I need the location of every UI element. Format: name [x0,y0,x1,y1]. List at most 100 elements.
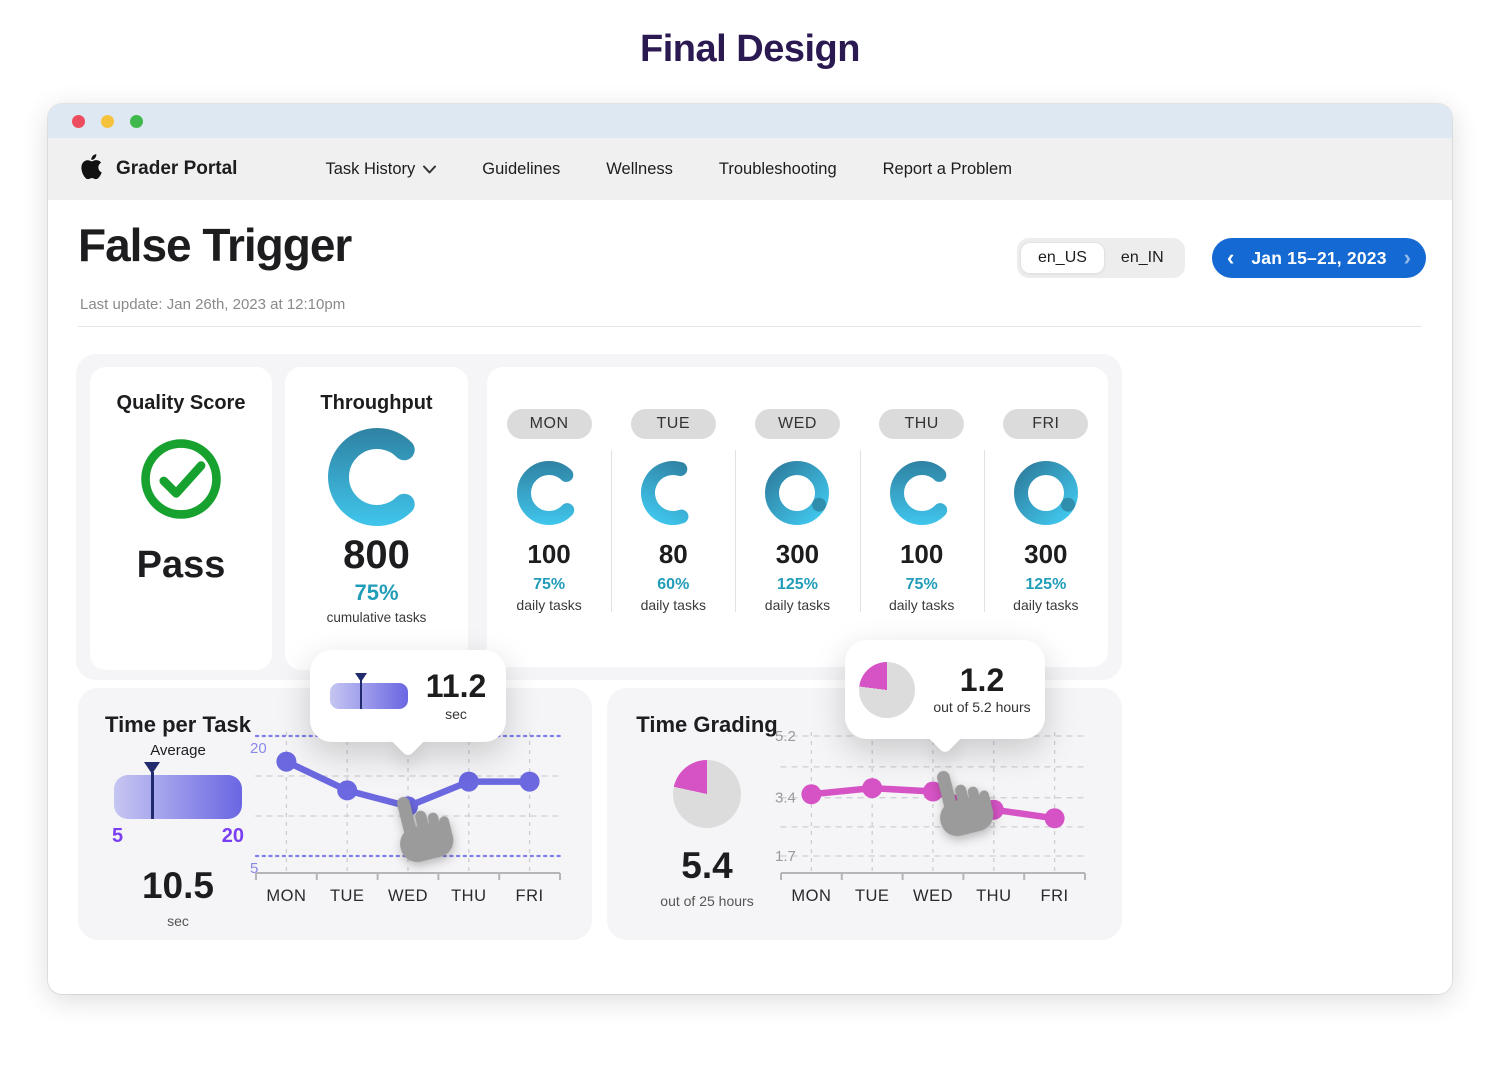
time-grading-value: 5.4 [681,845,733,886]
day-column-mon: MON 100 75% daily tasks [487,367,611,667]
wed-task-count: 300 [775,539,820,569]
time-grading-title: Time Grading [636,712,778,737]
date-prev-icon[interactable]: ‹ [1227,245,1235,270]
apple-logo-icon [78,152,103,187]
day-pill-tue: TUE [630,409,716,439]
tooltip-unit: sec [445,705,467,722]
slider-max-label: 20 [221,825,244,847]
close-window-button[interactable] [72,114,85,128]
minimize-window-button[interactable] [101,114,114,128]
slider-marker[interactable] [144,762,161,819]
mon-donut-chart [487,461,611,525]
time-grading-pie-chart [673,760,741,828]
time-grading-caption: out of 25 hours [660,893,754,909]
tooltip-marker-line [359,680,362,709]
mon-task-count: 100 [527,539,571,569]
wed-caption: daily tasks [764,597,831,613]
last-update: Last update: Jan 26th, 2023 at 12:10pm [80,296,346,313]
report-title: False Trigger [78,219,352,271]
language-toggle: en_US en_IN [1017,238,1185,278]
nav-guidelines[interactable]: Guidelines [482,159,561,178]
tue-task-count: 80 [658,539,688,569]
hand-pointer-cursor [369,783,467,885]
thu-task-count: 100 [899,539,944,569]
slider-range-labels: 5 20 [112,825,244,848]
day-pill-mon: MON [506,409,592,439]
svg-text:MON: MON [791,887,831,905]
zoom-window-button[interactable] [130,114,143,128]
time-per-task-unit: sec [167,913,189,929]
svg-text:20: 20 [250,740,267,757]
quality-score-title: Quality Score [116,392,246,414]
day-column-tue: TUE 80 60% daily tasks [611,367,735,667]
nav-bar: Grader Portal Task History Guidelines We… [48,138,1452,200]
slider-marker-line [151,772,154,819]
throughput-percent: 75% [354,580,399,605]
hand-pointer-cursor [909,757,1007,859]
quality-score-card: Quality Score Pass [90,367,272,670]
svg-text:WED: WED [388,887,428,905]
page-title: Final Design [640,28,860,70]
svg-text:5: 5 [250,860,258,877]
average-range-slider[interactable] [114,762,242,819]
tooltip-mini-slider [329,673,408,709]
svg-text:MON: MON [266,887,306,905]
thu-percent: 75% [905,576,938,593]
nav-task-history[interactable]: Task History [325,160,437,179]
weekly-grid: MON 100 75% daily tasks TUE 80 60% daily… [487,367,1108,667]
tooltip-marker-triangle-icon [354,673,367,682]
thu-caption: daily tasks [888,597,955,613]
svg-text:TUE: TUE [330,887,365,905]
svg-text:THU: THU [451,887,486,905]
mon-caption: daily tasks [516,597,582,613]
time-grading-chart: 5.2 3.4 1.7 MON TUE WED THU FRI [773,720,1093,925]
chevron-down-icon [423,160,437,179]
page-content: False Trigger Last update: Jan 26th, 202… [48,200,1452,994]
svg-text:1.7: 1.7 [775,848,796,865]
language-option-en-in[interactable]: en_IN [1120,249,1164,266]
app-window: Grader Portal Task History Guidelines We… [48,104,1452,994]
day-pill-thu: THU [879,409,965,439]
tooltip-mini-pie-chart [859,661,916,718]
date-range-picker[interactable]: ‹ Jan 15–21, 2023 › [1212,238,1426,278]
time-grading-tooltip: 1.2 out of 5.2 hours [845,640,1045,739]
tue-donut-chart [611,461,735,525]
svg-text:FRI: FRI [1041,887,1069,905]
throughput-donut-chart [285,428,468,531]
time-per-task-value: 10.5 [141,865,214,906]
fri-caption: daily tasks [1013,597,1079,613]
fri-task-count: 300 [1024,539,1068,569]
weekly-tasks-card: MON 100 75% daily tasks TUE 80 60% daily… [487,367,1108,667]
brand-name: Grader Portal [116,158,238,179]
time-grading-stats: Time Grading 5.4 out of 25 hours [607,688,807,909]
tue-percent: 60% [657,576,690,593]
nav-wellness[interactable]: Wellness [606,159,673,178]
nav-links: Task History Guidelines Wellness Trouble… [325,160,1012,179]
date-next-icon[interactable]: › [1403,245,1411,270]
divider [78,326,1422,327]
slider-marker-triangle-icon [144,762,161,774]
time-per-task-tooltip: 11.2 sec [310,650,506,742]
wed-percent: 125% [777,576,818,593]
day-column-fri: FRI 300 125% daily tasks [983,367,1108,667]
throughput-title: Throughput [320,392,433,414]
quality-status: Pass [136,544,226,586]
day-pill-wed: WED [754,409,840,439]
fri-donut-chart [984,461,1108,525]
day-pill-fri: FRI [1003,409,1089,439]
language-option-en-us[interactable]: en_US [1021,243,1104,273]
mon-percent: 75% [533,576,566,593]
fri-percent: 125% [1025,576,1067,593]
svg-text:5.2: 5.2 [775,728,796,745]
nav-report-a-problem[interactable]: Report a Problem [882,159,1012,178]
time-per-task-subtitle: Average [150,742,206,759]
nav-troubleshooting[interactable]: Troubleshooting [718,159,837,178]
svg-text:FRI: FRI [516,887,544,905]
slider-min-label: 5 [112,825,124,847]
day-column-thu: THU 100 75% daily tasks [859,367,984,667]
throughput-card: Throughput 800 75% cumulative tasks [285,367,468,670]
throughput-value: 800 [343,533,410,577]
window-titlebar [48,104,1452,138]
date-range-label: Jan 15–21, 2023 [1251,247,1387,268]
svg-text:THU: THU [976,887,1011,905]
